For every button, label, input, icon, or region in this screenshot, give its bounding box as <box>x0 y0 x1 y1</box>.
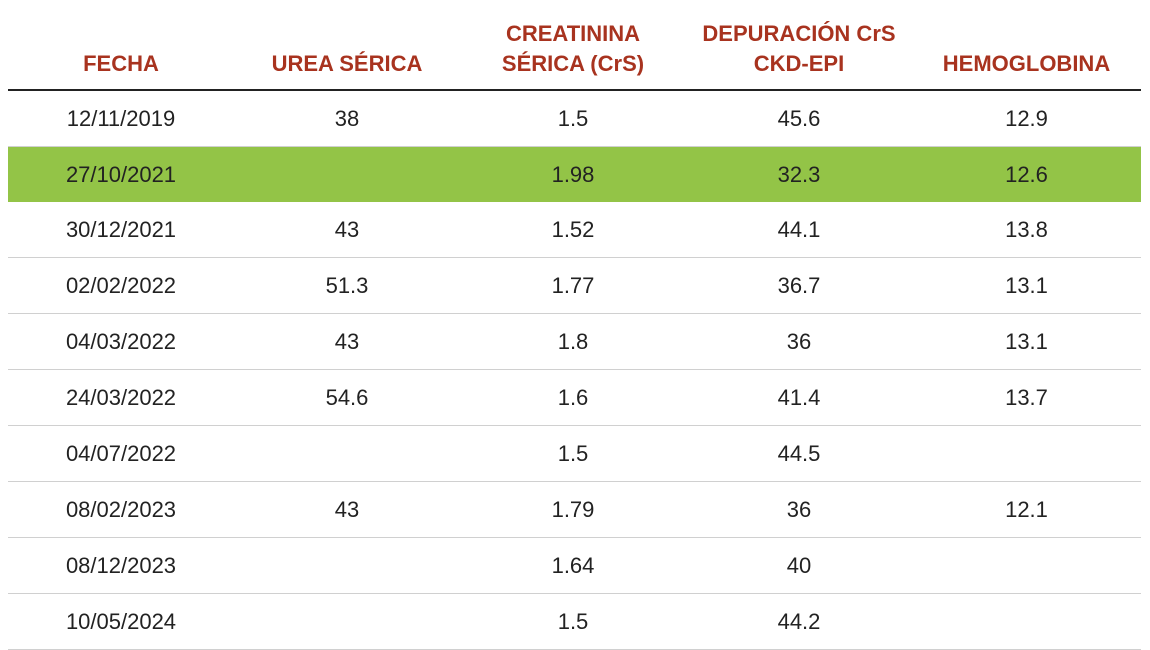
hemoglobina-cell <box>912 538 1141 593</box>
depuracion-cell: 40 <box>786 553 812 578</box>
hemoglobina-cell <box>912 594 1141 649</box>
depuracion-cell: 36 <box>786 497 812 522</box>
depuracion-cell: 44.1 <box>777 217 821 242</box>
table-row-highlighted: 27/10/2021 1.98 32.3 12.6 <box>8 147 1141 202</box>
hemoglobina-cell: 12.1 <box>1005 497 1048 522</box>
creatinina-cell: 1.8 <box>557 329 589 354</box>
header-fecha: FECHA <box>83 51 159 76</box>
urea-cell: 51.3 <box>325 273 369 298</box>
urea-cell: 43 <box>334 217 360 242</box>
table-row: 30/12/2021 43 1.52 44.1 13.8 <box>8 202 1141 258</box>
creatinina-cell: 1.5 <box>557 609 589 634</box>
creatinina-cell: 1.5 <box>557 106 589 131</box>
creatinina-cell: 1.64 <box>551 553 595 578</box>
urea-cell <box>234 538 460 593</box>
depuracion-cell: 45.6 <box>777 106 821 131</box>
table-row: 08/02/2023 43 1.79 36 12.1 <box>8 482 1141 538</box>
depuracion-cell: 44.5 <box>777 441 821 466</box>
lab-results-table: FECHA UREA SÉRICA CREATININA SÉRICA (CrS… <box>8 0 1141 650</box>
fecha-cell: 24/03/2022 <box>65 385 177 410</box>
hemoglobina-cell <box>912 426 1141 481</box>
urea-cell <box>234 426 460 481</box>
table-header: FECHA UREA SÉRICA CREATININA SÉRICA (CrS… <box>8 0 1141 91</box>
urea-cell <box>234 594 460 649</box>
table-row: 24/03/2022 54.6 1.6 41.4 13.7 <box>8 370 1141 426</box>
creatinina-cell: 1.5 <box>557 441 589 466</box>
header-creatinina-serica: CREATININA SÉRICA (CrS) <box>501 21 645 76</box>
creatinina-cell: 1.98 <box>551 162 595 187</box>
depuracion-cell: 32.3 <box>777 162 821 187</box>
header-urea-serica: UREA SÉRICA <box>271 51 423 76</box>
creatinina-cell: 1.77 <box>551 273 595 298</box>
hemoglobina-cell: 13.1 <box>1005 329 1048 354</box>
hemoglobina-cell: 12.6 <box>1005 162 1048 187</box>
fecha-cell: 04/03/2022 <box>65 329 177 354</box>
fecha-cell: 30/12/2021 <box>65 217 177 242</box>
table-body: 12/11/2019 38 1.5 45.6 12.9 27/10/2021 1.98 32.… <box>8 91 1141 650</box>
urea-cell <box>234 147 460 202</box>
creatinina-cell: 1.6 <box>557 385 589 410</box>
table-row: 10/05/2024 1.5 44.2 <box>8 594 1141 650</box>
fecha-cell: 12/11/2019 <box>66 106 176 131</box>
depuracion-cell: 44.2 <box>777 609 821 634</box>
hemoglobina-cell: 12.9 <box>1005 106 1048 131</box>
fecha-cell: 08/02/2023 <box>65 497 177 522</box>
depuracion-cell: 41.4 <box>777 385 821 410</box>
urea-cell: 54.6 <box>325 385 369 410</box>
fecha-cell: 27/10/2021 <box>65 162 177 187</box>
urea-cell: 38 <box>334 106 360 131</box>
hemoglobina-cell: 13.8 <box>1005 217 1048 242</box>
hemoglobina-cell: 13.1 <box>1005 273 1048 298</box>
table-row: 04/07/2022 1.5 44.5 <box>8 426 1141 482</box>
hemoglobina-cell: 13.7 <box>1005 385 1048 410</box>
header-depuracion-ckd-epi: DEPURACIÓN CrS CKD-EPI <box>702 21 896 76</box>
fecha-cell: 10/05/2024 <box>65 609 177 634</box>
table-row: 02/02/2022 51.3 1.77 36.7 13.1 <box>8 258 1141 314</box>
depuracion-cell: 36.7 <box>777 273 821 298</box>
header-hemoglobina: HEMOGLOBINA <box>942 51 1111 76</box>
urea-cell: 43 <box>334 497 360 522</box>
depuracion-cell: 36 <box>786 329 812 354</box>
urea-cell: 43 <box>334 329 360 354</box>
fecha-cell: 02/02/2022 <box>65 273 177 298</box>
creatinina-cell: 1.52 <box>551 217 595 242</box>
fecha-cell: 04/07/2022 <box>65 441 177 466</box>
table-row: 08/12/2023 1.64 40 <box>8 538 1141 594</box>
creatinina-cell: 1.79 <box>551 497 595 522</box>
table-row: 04/03/2022 43 1.8 36 13.1 <box>8 314 1141 370</box>
fecha-cell: 08/12/2023 <box>65 553 177 578</box>
table-row: 12/11/2019 38 1.5 45.6 12.9 <box>8 91 1141 147</box>
